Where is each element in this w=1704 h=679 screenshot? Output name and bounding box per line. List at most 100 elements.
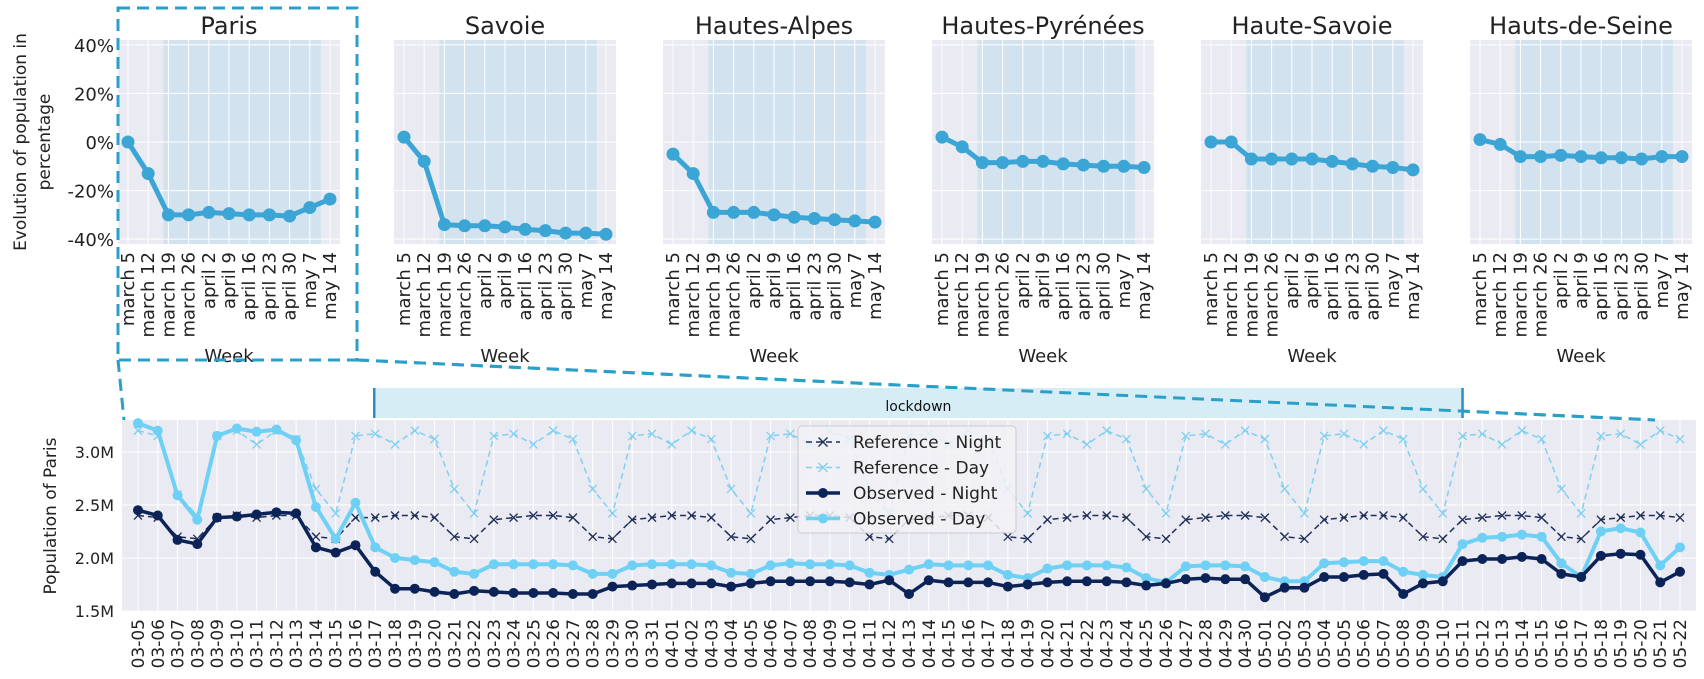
series-point (192, 514, 203, 525)
series-marker (351, 431, 360, 441)
series-marker (1042, 515, 1052, 525)
series-point (1121, 577, 1132, 588)
series-point (1595, 526, 1606, 537)
date-tick-label: 04-17 (979, 619, 999, 668)
series-point (1002, 581, 1013, 592)
series-point (409, 583, 420, 594)
x-tick-label: march 26 (179, 252, 200, 338)
series-point (528, 587, 539, 598)
date-tick-label: 03-11 (248, 619, 268, 668)
date-tick-label: 03-10 (228, 619, 248, 668)
y-tick-label: -40% (67, 230, 114, 251)
x-tick-label: april 9 (764, 252, 785, 309)
date-tick-label: 03-30 (623, 619, 643, 668)
series-point (488, 559, 499, 570)
x-axis-label: Week (1287, 346, 1337, 367)
weekly-point (1244, 152, 1258, 166)
series-marker (1616, 429, 1626, 439)
x-tick-label: march 12 (138, 252, 159, 338)
series-point (686, 559, 697, 570)
weekly-point (1534, 150, 1548, 164)
series-point (587, 589, 598, 600)
series-marker (1438, 508, 1448, 518)
series-marker (1299, 508, 1309, 518)
series-point (627, 580, 638, 591)
date-tick-label: 03-19 (406, 619, 426, 668)
date-tick-label: 03-16 (346, 619, 366, 668)
paris-daily-chart: 1.5M 2.0M 2.5M 3.0M Population of Paris 03-05… (41, 358, 1696, 668)
series-point (726, 567, 737, 578)
date-tick-label: 03-08 (188, 619, 208, 668)
date-tick-label: 05-06 (1355, 619, 1375, 668)
weekly-point (1574, 150, 1588, 164)
x-tick-label: april 23 (1342, 252, 1363, 320)
series-point (212, 512, 223, 523)
series-marker (390, 439, 400, 449)
series-marker (370, 513, 380, 523)
series-marker (687, 511, 696, 520)
series-marker (1636, 439, 1645, 449)
legend-label: Observed - Day (853, 510, 985, 530)
series-marker (667, 511, 677, 520)
x-tick-label: april 30 (1094, 252, 1115, 320)
series-point (607, 568, 618, 579)
date-tick-label: 03-18 (386, 619, 406, 668)
x-tick-label: april 23 (1611, 252, 1632, 320)
series-point (528, 559, 539, 570)
x-tick-label: march 5 (118, 252, 139, 326)
series-marker (548, 511, 558, 520)
x-tick-label: march 26 (1262, 252, 1283, 338)
date-tick-label: 04-07 (781, 619, 801, 668)
date-tick-label: 04-25 (1137, 619, 1157, 668)
date-tick-label: 05-17 (1572, 619, 1592, 668)
weekly-point (141, 167, 155, 181)
legend-box (797, 425, 1017, 534)
series-point (1062, 576, 1073, 587)
series-point (706, 560, 717, 571)
series-marker (509, 429, 519, 439)
series-marker (1458, 515, 1467, 525)
date-tick-label: 03-26 (544, 619, 564, 668)
weekly-point (1345, 157, 1359, 171)
series-point (1655, 560, 1666, 571)
series-point (1635, 549, 1646, 560)
y-axis-label: Population of Paris (41, 437, 61, 594)
date-tick-label: 05-01 (1256, 619, 1276, 668)
x-tick-label: april 2 (1013, 252, 1034, 309)
date-tick-label: 04-08 (801, 619, 821, 668)
series-marker (687, 426, 696, 436)
series-point (844, 560, 855, 571)
series-marker (1082, 439, 1092, 449)
x-tick-label: march 26 (724, 252, 745, 338)
date-tick-label: 04-16 (959, 619, 979, 668)
series-point (1497, 554, 1508, 565)
series-point (1378, 556, 1389, 567)
x-tick-label: april 16 (515, 252, 536, 320)
series-point (1101, 560, 1112, 571)
series-point (1338, 557, 1349, 568)
series-point (1477, 554, 1488, 565)
weekly-point (579, 226, 593, 240)
date-tick-label: 03-20 (426, 619, 446, 668)
series-point (390, 583, 400, 594)
x-axis-label: Week (1556, 346, 1606, 367)
y-axis-label-line1: Evolution of population in (11, 33, 31, 251)
series-point (1081, 576, 1092, 587)
series-point (1022, 579, 1033, 590)
date-tick-label: 04-29 (1216, 619, 1236, 668)
series-point (1536, 531, 1547, 542)
date-tick-label: 03-23 (485, 619, 505, 668)
series-marker (1339, 513, 1349, 523)
series-marker (1398, 434, 1408, 444)
date-tick-label: 04-19 (1019, 619, 1039, 668)
series-marker (469, 508, 479, 518)
x-tick-label: may 14 (865, 252, 886, 320)
series-point (1081, 560, 1092, 571)
panel-hauts-de-seine: Hauts-de-Seine march 5 march 12 march 19 mar… (1470, 12, 1693, 367)
x-axis-label: Week (749, 346, 799, 367)
series-point (647, 579, 657, 590)
series-marker (1141, 484, 1151, 494)
series-point (666, 578, 677, 589)
series-marker (1655, 426, 1665, 436)
